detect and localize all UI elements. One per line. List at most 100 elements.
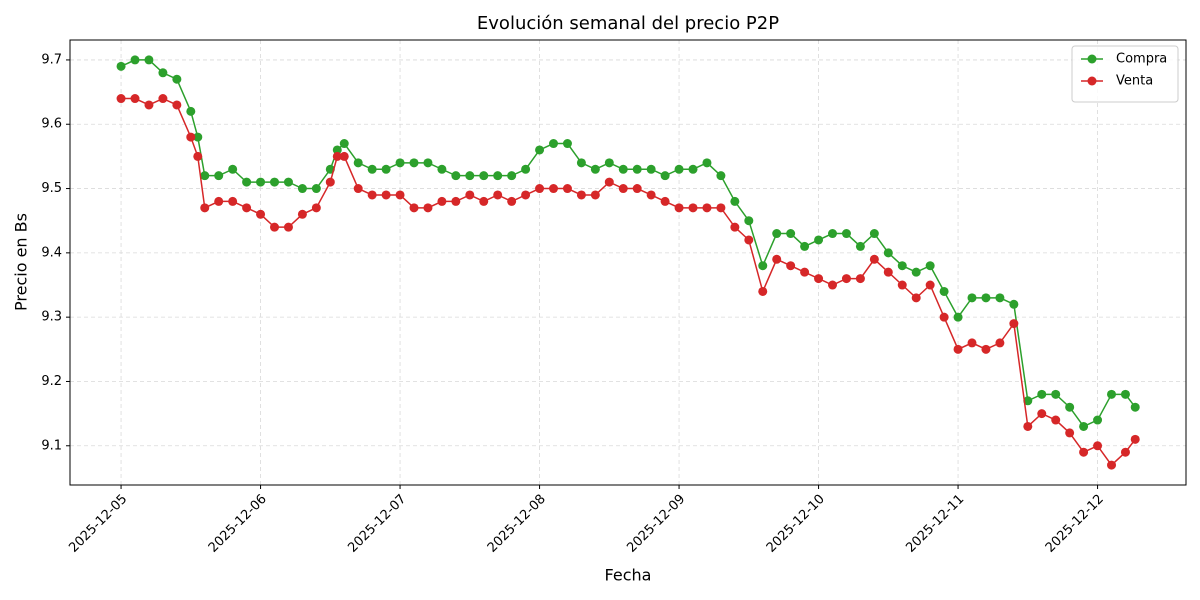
data-point: [702, 158, 712, 168]
data-point: [730, 196, 740, 206]
x-tick-label: 2025-12-12: [1043, 492, 1107, 556]
legend-label: Compra: [1116, 52, 1167, 67]
data-point: [493, 171, 503, 181]
data-point: [1130, 434, 1140, 444]
data-point: [186, 132, 196, 142]
y-tick-label: 9.1: [41, 438, 62, 453]
data-point: [200, 171, 210, 181]
data-point: [618, 184, 628, 194]
legend-box: [1071, 45, 1179, 103]
data-point: [130, 55, 140, 65]
data-point: [814, 235, 824, 245]
y-tick-label: 9.6: [41, 117, 62, 132]
data-point: [479, 196, 489, 206]
legend-marker: [1087, 76, 1097, 86]
data-point: [869, 254, 879, 264]
data-point: [1079, 421, 1089, 431]
data-point: [549, 184, 559, 194]
data-point: [451, 171, 461, 181]
data-point: [535, 145, 545, 155]
data-point: [883, 248, 893, 258]
data-point: [332, 151, 342, 161]
data-point: [758, 261, 768, 271]
data-point: [841, 229, 851, 239]
data-point: [1120, 447, 1130, 457]
y-axis-label: Precio en Bs: [12, 213, 31, 311]
data-point: [311, 203, 321, 213]
data-point: [939, 312, 949, 322]
data-point: [688, 164, 698, 174]
data-point: [911, 267, 921, 277]
data-point: [381, 190, 391, 200]
data-point: [1037, 409, 1047, 419]
data-point: [395, 158, 405, 168]
data-point: [270, 177, 280, 187]
data-point: [493, 190, 503, 200]
data-point: [967, 293, 977, 303]
data-point: [800, 241, 810, 251]
data-point: [1009, 299, 1019, 309]
data-point: [576, 158, 586, 168]
data-point: [339, 139, 349, 149]
data-point: [423, 158, 433, 168]
data-point: [828, 280, 838, 290]
chart-title: Evolución semanal del precio P2P: [477, 13, 779, 34]
data-point: [297, 184, 307, 194]
plot-frame: [69, 39, 1187, 486]
data-point: [618, 164, 628, 174]
data-point: [995, 293, 1005, 303]
data-point: [869, 229, 879, 239]
data-point: [1023, 396, 1033, 406]
y-tick-label: 9.3: [41, 310, 62, 325]
data-point: [772, 229, 782, 239]
data-point: [367, 190, 377, 200]
data-point: [883, 267, 893, 277]
data-point: [688, 203, 698, 213]
data-point: [744, 216, 754, 226]
series-line: [121, 97, 1136, 467]
data-point: [576, 190, 586, 200]
data-point: [1093, 415, 1103, 425]
data-point: [465, 190, 475, 200]
data-point: [116, 94, 126, 104]
data-point: [353, 158, 363, 168]
y-tick-label: 9.7: [41, 52, 62, 67]
data-point: [193, 132, 203, 142]
data-point: [332, 145, 342, 155]
data-point: [409, 203, 419, 213]
data-point: [953, 344, 963, 354]
x-tick-label: 2025-12-11: [903, 492, 967, 556]
x-tick-label: 2025-12-05: [66, 492, 130, 556]
data-point: [897, 280, 907, 290]
data-point: [995, 338, 1005, 348]
data-point: [228, 164, 238, 174]
data-point: [144, 100, 154, 110]
data-point: [981, 344, 991, 354]
data-point: [562, 139, 572, 149]
data-point: [507, 196, 517, 206]
data-point: [451, 196, 461, 206]
data-point: [855, 241, 865, 251]
data-point: [228, 196, 238, 206]
legend-label: Venta: [1116, 74, 1153, 89]
data-point: [437, 196, 447, 206]
data-point: [716, 171, 726, 181]
data-point: [716, 203, 726, 213]
y-tick-label: 9.5: [41, 181, 62, 196]
data-point: [911, 293, 921, 303]
data-point: [297, 209, 307, 219]
data-point: [172, 100, 182, 110]
data-point: [130, 94, 140, 104]
data-point: [186, 106, 196, 116]
data-point: [1009, 319, 1019, 329]
data-point: [953, 312, 963, 322]
data-point: [283, 222, 293, 232]
data-point: [646, 190, 656, 200]
data-point: [214, 196, 224, 206]
data-point: [632, 164, 642, 174]
data-point: [521, 190, 531, 200]
data-point: [1051, 415, 1061, 425]
data-point: [158, 94, 168, 104]
data-point: [325, 177, 335, 187]
